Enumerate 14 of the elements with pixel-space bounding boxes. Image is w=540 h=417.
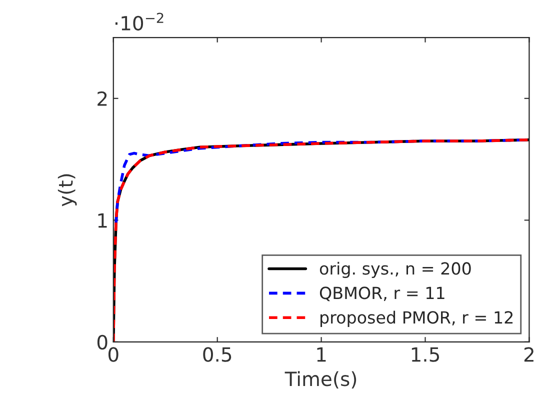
- x-tick-label: 0.5: [203, 347, 232, 362]
- y-axis-title: y(t): [58, 174, 77, 206]
- legend-label: QBMOR, r = 11: [320, 286, 444, 302]
- x-tick-label: 2: [524, 347, 534, 362]
- x-tick-label: 0: [108, 347, 118, 362]
- x-tick-label: 1: [317, 347, 326, 362]
- x-tick-label: 1.5: [412, 347, 440, 362]
- y-tick-label: 2: [98, 91, 107, 106]
- text: ·10$^{−2}$: [115, 12, 164, 31]
- x-axis-title: Time(s): [284, 371, 356, 389]
- y-tick-label: 0: [97, 334, 108, 350]
- legend-label: proposed PMOR, r = 12: [320, 310, 513, 327]
- y-tick-label: 1: [98, 213, 107, 228]
- legend-label: orig. sys., n = 200: [320, 262, 471, 278]
